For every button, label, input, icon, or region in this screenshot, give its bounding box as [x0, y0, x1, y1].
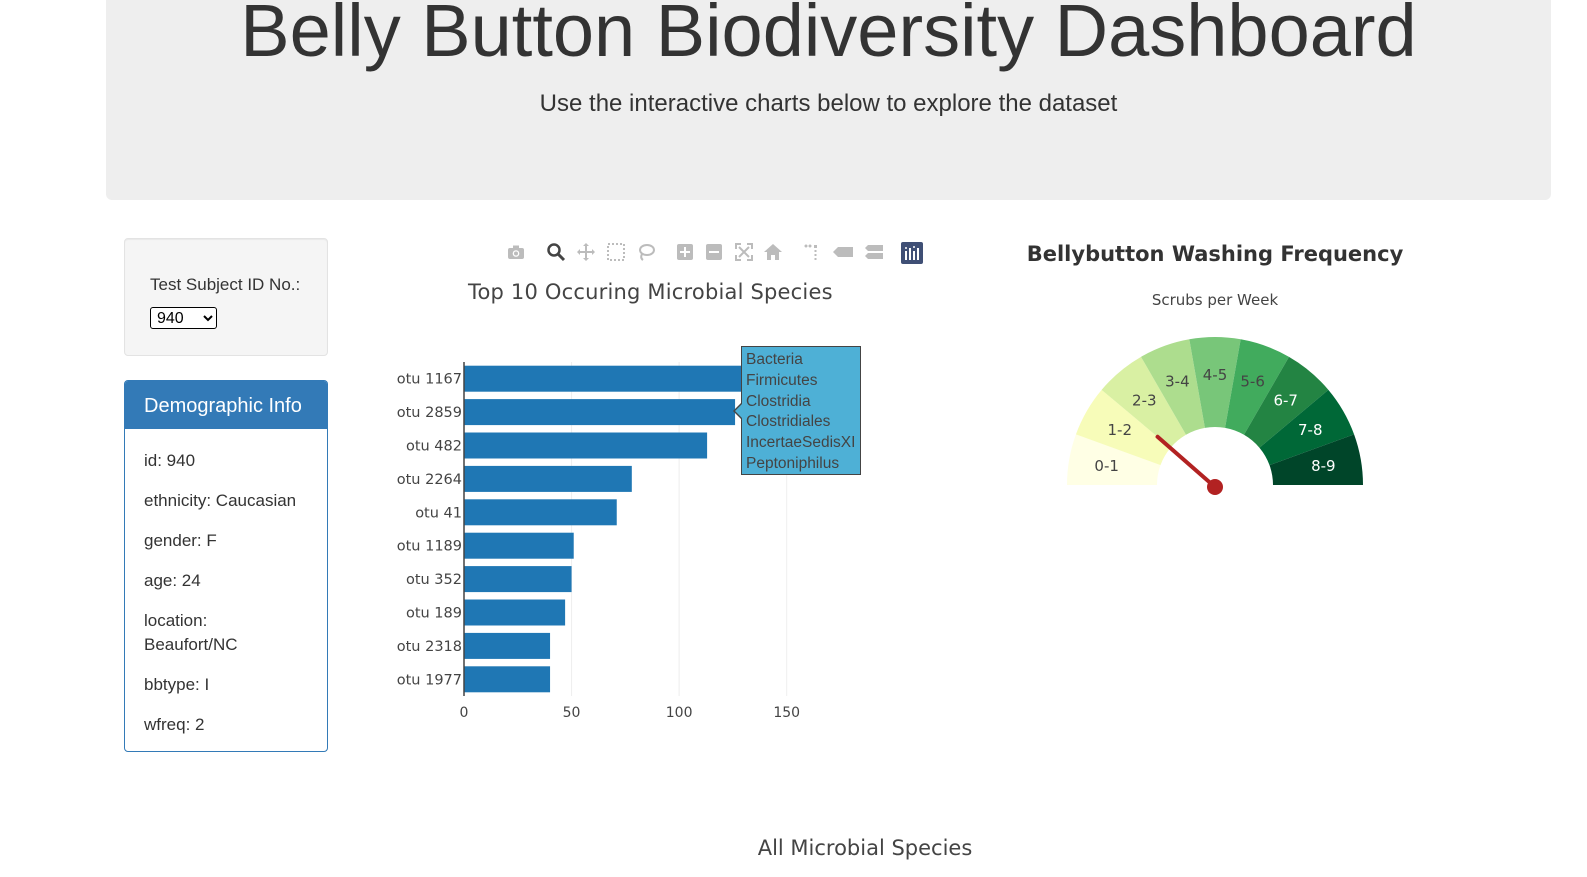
y-tick-label: otu 189	[406, 606, 462, 622]
header-jumbotron: Belly Button Biodiversity Dashboard Use …	[106, 0, 1551, 200]
y-tick-label: otu 1189	[397, 539, 462, 555]
gauge-segment-label: 4-5	[1203, 366, 1228, 384]
y-tick-label: otu 352	[406, 572, 462, 588]
gauge-needle	[1155, 434, 1217, 489]
gauge-segment[interactable]	[1101, 356, 1186, 448]
bar[interactable]	[464, 499, 617, 526]
gauge-segment-label: 1-2	[1107, 421, 1132, 439]
gauge-segment[interactable]	[1259, 389, 1355, 466]
gauge-title: Bellybutton Washing Frequency	[1026, 242, 1404, 266]
demo-age: age: 24	[144, 571, 201, 590]
page-title: Belly Button Biodiversity Dashboard	[240, 0, 1417, 72]
lasso-icon[interactable]	[635, 242, 657, 264]
zoom-in-icon[interactable]	[674, 242, 696, 264]
demographic-heading-text: Demographic Info	[144, 395, 302, 417]
gauge-segment[interactable]	[1269, 434, 1363, 485]
zoom-out-icon[interactable]	[703, 242, 725, 264]
bar-chart: otu 1167 otu 2859 otu 482 otu 2264 otu 41 otu…	[397, 362, 815, 721]
gauge-segment-label: 2-3	[1132, 392, 1157, 410]
bar[interactable]	[464, 532, 574, 559]
bar-hover-tooltip: Bacteria Firmicutes Clostridia Clostridi…	[733, 346, 861, 475]
subject-selector-well: Test Subject ID No.: 940	[124, 238, 328, 356]
x-tick-label: 100	[666, 705, 693, 721]
y-tick-label: otu 1977	[397, 672, 462, 688]
tooltip-line: Bacteria	[746, 351, 803, 368]
tooltip-line: Clostridiales	[746, 413, 831, 430]
gauge-segment[interactable]	[1067, 434, 1161, 485]
gauge-segment-label: 7-8	[1298, 421, 1323, 439]
bar[interactable]	[464, 399, 736, 426]
autoscale-icon[interactable]	[733, 242, 755, 264]
bar[interactable]	[464, 566, 572, 593]
bubble-chart-title: All Microbial Species	[757, 836, 973, 860]
x-tick-label: 0	[460, 705, 469, 721]
bar[interactable]	[464, 666, 551, 693]
y-tick-label: otu 2318	[397, 639, 462, 655]
demo-ethnicity: ethnicity: Caucasian	[144, 491, 297, 510]
y-tick-label: otu 482	[406, 439, 462, 455]
bar-chart-title: Top 10 Occuring Microbial Species	[468, 280, 833, 304]
y-tick-label: otu 2859	[397, 405, 462, 421]
subject-id-label: Test Subject ID No.:	[150, 275, 301, 294]
gauge-segment[interactable]	[1141, 339, 1205, 435]
demographic-info-body: id: 940 ethnicity: Caucasian gender: F a…	[144, 449, 319, 753]
x-tick-label: 150	[773, 705, 800, 721]
x-tick-label: 50	[563, 705, 581, 721]
y-tick-label: otu 1167	[397, 372, 462, 388]
gauge-needle-hub	[1207, 479, 1223, 495]
bar[interactable]	[464, 599, 566, 626]
tooltip-line: Firmicutes	[746, 372, 818, 389]
bar[interactable]	[464, 432, 708, 459]
tooltip-arrow-fill	[735, 404, 742, 418]
bar[interactable]	[464, 465, 632, 492]
gauge-chart: 0-1 1-22-3 3-4 4-5 5-6 6-77-8 8-9	[1067, 337, 1363, 495]
spike-lines-icon[interactable]	[799, 242, 821, 264]
plotly-logo-icon[interactable]	[901, 242, 923, 264]
camera-icon[interactable]	[505, 242, 527, 264]
y-tick-label: otu 2264	[397, 472, 462, 488]
gauge-segment-label: 5-6	[1240, 373, 1265, 391]
demo-wfreq: wfreq: 2	[144, 715, 205, 734]
demo-id: id: 940	[144, 451, 196, 470]
demo-gender: gender: F	[144, 531, 217, 550]
demo-bbtype: bbtype: I	[144, 675, 210, 694]
gauge-segment-label: 8-9	[1311, 457, 1336, 475]
demographic-panel-heading: Demographic Info	[125, 381, 327, 429]
demographic-panel: Demographic Info id: 940 ethnicity: Cauc…	[124, 380, 328, 752]
gauge-segment-label: 0-1	[1094, 457, 1119, 475]
hover-compare-icon[interactable]	[862, 242, 884, 264]
hover-closest-icon[interactable]	[832, 242, 854, 264]
gauge-segment-label: 6-7	[1273, 392, 1298, 410]
home-icon[interactable]	[762, 242, 784, 264]
demo-location: location: Beaufort/NC	[144, 611, 238, 654]
tooltip-line: Clostridia	[746, 393, 811, 410]
bar[interactable]	[464, 632, 551, 659]
gauge-segment-label: 3-4	[1165, 373, 1190, 391]
zoom-icon[interactable]	[545, 242, 567, 264]
pan-icon[interactable]	[575, 242, 597, 264]
page-subtitle: Use the interactive charts below to expl…	[539, 90, 1118, 117]
gauge-segment[interactable]	[1225, 339, 1289, 435]
gauge-segment[interactable]	[1189, 337, 1241, 428]
gauge-subtitle: Scrubs per Week	[1151, 291, 1279, 309]
y-tick-label: otu 41	[415, 505, 462, 521]
tooltip-line: IncertaeSedisXI	[746, 434, 856, 451]
tooltip-line: Peptoniphilus	[746, 455, 840, 472]
box-select-icon[interactable]	[605, 242, 627, 264]
gauge-segment[interactable]	[1244, 356, 1329, 448]
subject-id-select[interactable]: 940	[150, 307, 217, 329]
gauge-segment[interactable]	[1075, 389, 1171, 466]
